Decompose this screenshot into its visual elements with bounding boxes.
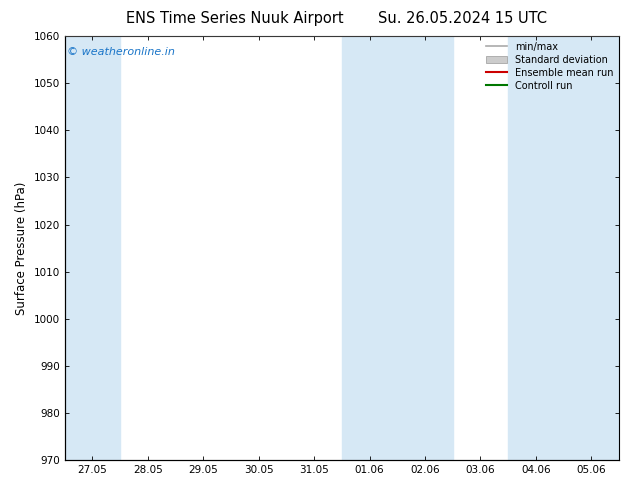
Bar [342, 36, 453, 460]
Text: © weatheronline.in: © weatheronline.in [67, 47, 176, 57]
Text: Su. 26.05.2024 15 UTC: Su. 26.05.2024 15 UTC [378, 11, 547, 26]
Legend: min/max, Standard deviation, Ensemble mean run, Controll run: min/max, Standard deviation, Ensemble me… [482, 38, 617, 95]
Text: ENS Time Series Nuuk Airport: ENS Time Series Nuuk Airport [126, 11, 344, 26]
Bar [508, 36, 619, 460]
Bar [65, 36, 120, 460]
Y-axis label: Surface Pressure (hPa): Surface Pressure (hPa) [15, 181, 28, 315]
